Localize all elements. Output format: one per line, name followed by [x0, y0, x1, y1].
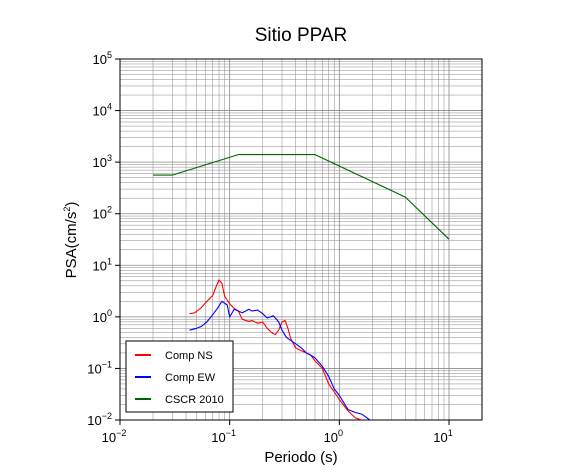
- x-tick-label: 101: [433, 428, 452, 445]
- y-tick-exp: −1: [102, 359, 112, 369]
- y-tick-exp: 5: [107, 50, 112, 60]
- y-tick-base: 10: [93, 155, 107, 170]
- legend-label: Comp NS: [165, 350, 213, 362]
- y-tick-exp: −2: [102, 411, 112, 421]
- series-line: [153, 154, 450, 240]
- legend-label: Comp EW: [165, 372, 216, 384]
- y-tick-exp: 1: [107, 256, 112, 266]
- y-tick-label: 104: [93, 102, 112, 119]
- x-axis-label: Periodo (s): [264, 449, 337, 466]
- x-tick-exp: −1: [226, 428, 236, 438]
- x-tick-base: 10: [433, 430, 447, 445]
- legend-label: CSCR 2010: [165, 394, 224, 406]
- legend: Comp NS Comp EW CSCR 2010: [125, 340, 234, 413]
- y-tick-label: 10−2: [87, 411, 112, 428]
- y-axis-label-base: PSA(cm/s: [63, 212, 80, 279]
- y-tick-base: 10: [93, 52, 107, 67]
- x-axis-ticks: 10−2 10−1 100 101: [102, 420, 453, 445]
- y-tick-exp: 0: [107, 308, 112, 318]
- x-tick-base: 10: [324, 430, 338, 445]
- y-tick-label: 105: [93, 50, 112, 67]
- y-tick-base: 10: [87, 413, 101, 428]
- y-axis-label-end: ): [63, 202, 80, 207]
- y-tick-exp: 3: [107, 153, 112, 163]
- y-tick-base: 10: [87, 361, 101, 376]
- chart-title: Sitio PPAR: [255, 25, 348, 46]
- y-tick-base: 10: [93, 207, 107, 222]
- y-tick-exp: 4: [107, 102, 112, 112]
- plot-frame: [119, 58, 483, 421]
- x-tick-label: 100: [324, 428, 343, 445]
- y-tick-base: 10: [93, 310, 107, 325]
- x-tick-exp: 0: [338, 428, 343, 438]
- x-tick-label: 10−2: [102, 428, 127, 445]
- y-tick-exp: 2: [107, 205, 112, 215]
- series-line: [189, 300, 371, 420]
- y-tick-label: 103: [93, 153, 112, 170]
- series-lines: [153, 154, 450, 420]
- grid-lines: [119, 59, 483, 421]
- x-tick-exp: 1: [448, 428, 453, 438]
- y-tick-label: 100: [93, 308, 112, 325]
- x-tick-base: 10: [211, 430, 225, 445]
- y-tick-base: 10: [93, 258, 107, 273]
- y-axis-label: PSA(cm/s2): [62, 202, 80, 279]
- x-tick-base: 10: [102, 430, 116, 445]
- x-tick-label: 10−1: [211, 428, 236, 445]
- y-tick-label: 101: [93, 256, 112, 273]
- x-tick-exp: −2: [116, 428, 126, 438]
- series-line: [189, 279, 362, 420]
- y-tick-label: 102: [93, 205, 112, 222]
- y-tick-base: 10: [93, 104, 107, 119]
- y-axis-label-sup: 2: [62, 207, 72, 212]
- y-tick-label: 10−1: [87, 359, 112, 376]
